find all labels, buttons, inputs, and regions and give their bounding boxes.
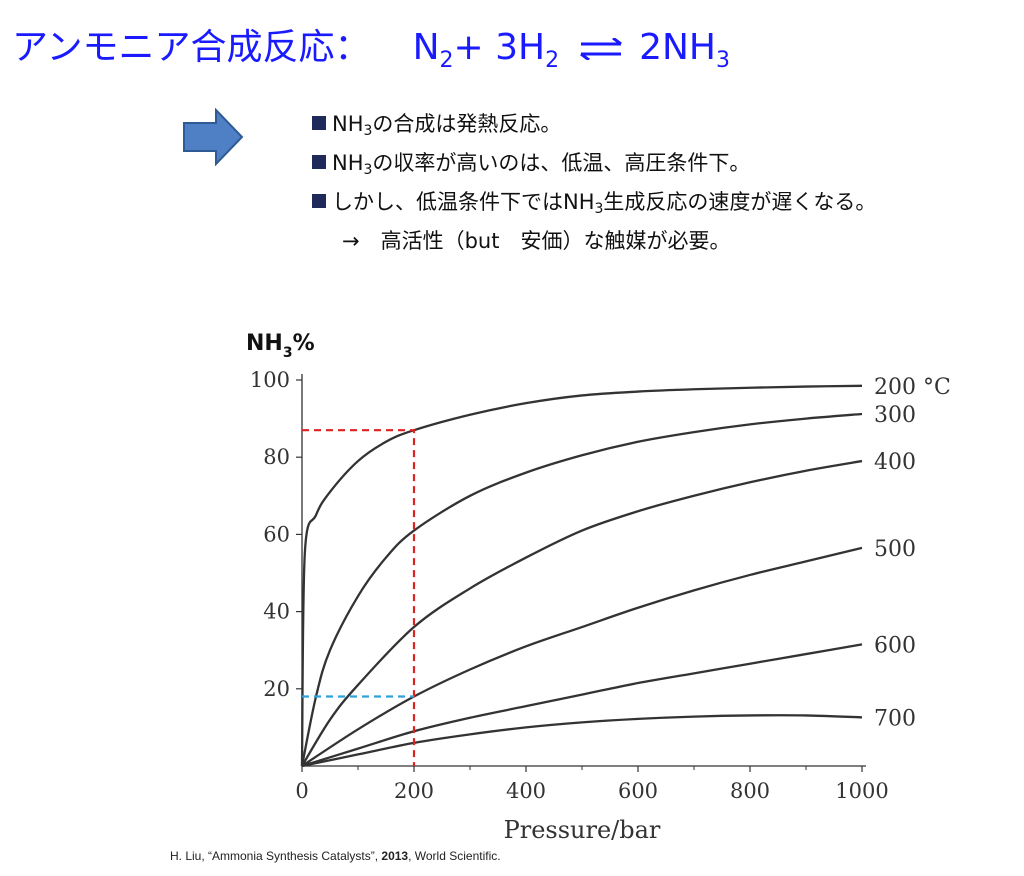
h2-term: + 3H [453, 27, 546, 68]
series-label: 200 °C [874, 375, 951, 400]
bullet-text: の合成は発熱反応。 [372, 112, 562, 136]
h2-subscript: 2 [545, 48, 560, 73]
citation-prefix: H. Liu, “Ammonia Synthesis Catalysts”, [170, 849, 382, 863]
y-axis-label: NH3% [246, 331, 315, 361]
bullet-text: しかし、低温条件下ではNH [332, 190, 595, 214]
series-line [301, 459, 863, 767]
bullet-text: 生成反応の速度が遅くなる。 [603, 190, 877, 214]
square-bullet-icon [312, 116, 326, 130]
bullet-item: しかし、低温条件下ではNH3生成反応の速度が遅くなる。 [312, 186, 876, 225]
n2-subscript: 2 [439, 48, 454, 73]
square-bullet-icon [312, 155, 326, 169]
bullet-list: NH3の合成は発熱反応。 NH3の収率が高いのは、低温、高圧条件下。 しかし、低… [312, 108, 876, 257]
catalyst-note: → 高活性（but 安価）な触媒が必要。 [342, 229, 731, 253]
x-tick-label: 800 [730, 779, 770, 803]
nh3-subscript: 3 [716, 48, 730, 73]
slide-title: アンモニア合成反応： N2+ 3H2 2NH3 [12, 18, 730, 78]
series-line [301, 714, 863, 768]
series-label: 400 [874, 450, 916, 475]
y-tick-label: 100 [250, 368, 290, 392]
series-line [300, 412, 863, 767]
y-tick-label: 20 [263, 677, 290, 701]
citation-suffix: , World Scientific. [408, 849, 501, 863]
square-bullet-icon [312, 194, 326, 208]
red-guide-line [302, 429, 416, 766]
y-tick-label: 80 [263, 445, 290, 469]
y-tick-label: 40 [263, 600, 290, 624]
nh3-term: 2NH [639, 27, 716, 68]
series-label: 300 [874, 403, 916, 428]
x-tick-label: 0 [295, 779, 308, 803]
series-label: 500 [874, 537, 916, 562]
series-line [300, 384, 863, 767]
bullet-text: の収率が高いのは、低温、高圧条件下。 [372, 151, 751, 175]
citation-year: 2013 [381, 849, 409, 863]
arrow-right-icon [183, 108, 244, 166]
citation: H. Liu, “Ammonia Synthesis Catalysts”, 2… [170, 849, 501, 863]
bullet-text: NH [332, 151, 364, 175]
equilibrium-arrows-icon [577, 38, 625, 60]
series-line [301, 546, 863, 767]
bullet-subscript: 3 [363, 123, 373, 139]
x-tick-label: 1000 [835, 779, 888, 803]
series-line [301, 643, 863, 768]
reaction-equation: N2+ 3H2 2NH3 [412, 27, 730, 73]
bullet-item: NH3の収率が高いのは、低温、高圧条件下。 [312, 147, 876, 186]
x-tick-label: 400 [506, 779, 546, 803]
n2-symbol: N [412, 27, 440, 68]
x-tick-label: 200 [394, 779, 434, 803]
bullet-subscript: 3 [594, 201, 604, 217]
series-label: 600 [874, 633, 916, 658]
bullet-item: NH3の合成は発熱反応。 [312, 108, 876, 147]
bullet-subscript: 3 [363, 162, 373, 178]
title-label: アンモニア合成反応： [12, 27, 371, 68]
x-tick-label: 600 [618, 779, 658, 803]
x-axis-label: Pressure/bar [504, 816, 661, 844]
y-tick-label: 60 [263, 522, 290, 546]
bullet-text: NH [332, 112, 364, 136]
series-label: 700 [874, 706, 916, 731]
